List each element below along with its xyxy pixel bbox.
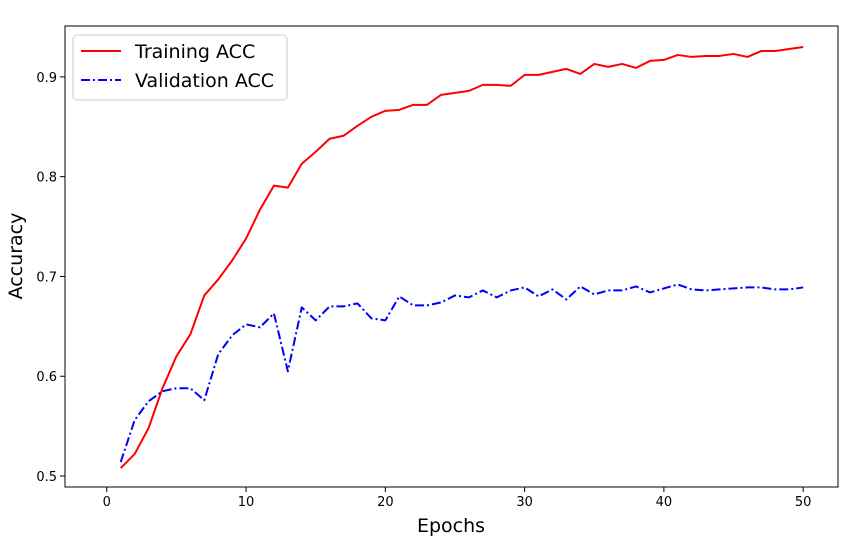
x-tick-label: 30 — [516, 495, 533, 510]
plot-area — [65, 26, 838, 487]
x-tick-label: 0 — [103, 495, 111, 510]
x-tick-label: 40 — [656, 495, 673, 510]
y-tick-label: 0.8 — [36, 171, 57, 186]
y-axis-label: Accuracy — [5, 213, 27, 300]
y-tick-label: 0.5 — [36, 470, 57, 485]
legend-box — [72, 34, 288, 101]
x-axis-label: Epochs — [417, 515, 485, 537]
plot-frame — [64, 25, 839, 488]
y-tick-label: 0.7 — [36, 270, 57, 285]
series-layer — [119, 45, 804, 469]
y-tick-label: 0.6 — [36, 370, 57, 385]
validation-acc-line — [119, 283, 804, 463]
x-tick-label: 20 — [377, 495, 394, 510]
y-axis: 0.5 0.6 0.7 0.8 0.9 — [36, 71, 65, 485]
legend: Training ACC Validation ACC — [72, 34, 288, 101]
y-tick-label: 0.9 — [36, 71, 57, 86]
training-acc-line — [120, 45, 804, 469]
legend-label-training: Training ACC — [134, 41, 255, 63]
x-tick-label: 10 — [238, 495, 255, 510]
x-axis: 0 10 20 30 40 50 — [103, 487, 812, 510]
legend-label-validation: Validation ACC — [135, 70, 274, 92]
x-tick-label: 50 — [795, 495, 812, 510]
